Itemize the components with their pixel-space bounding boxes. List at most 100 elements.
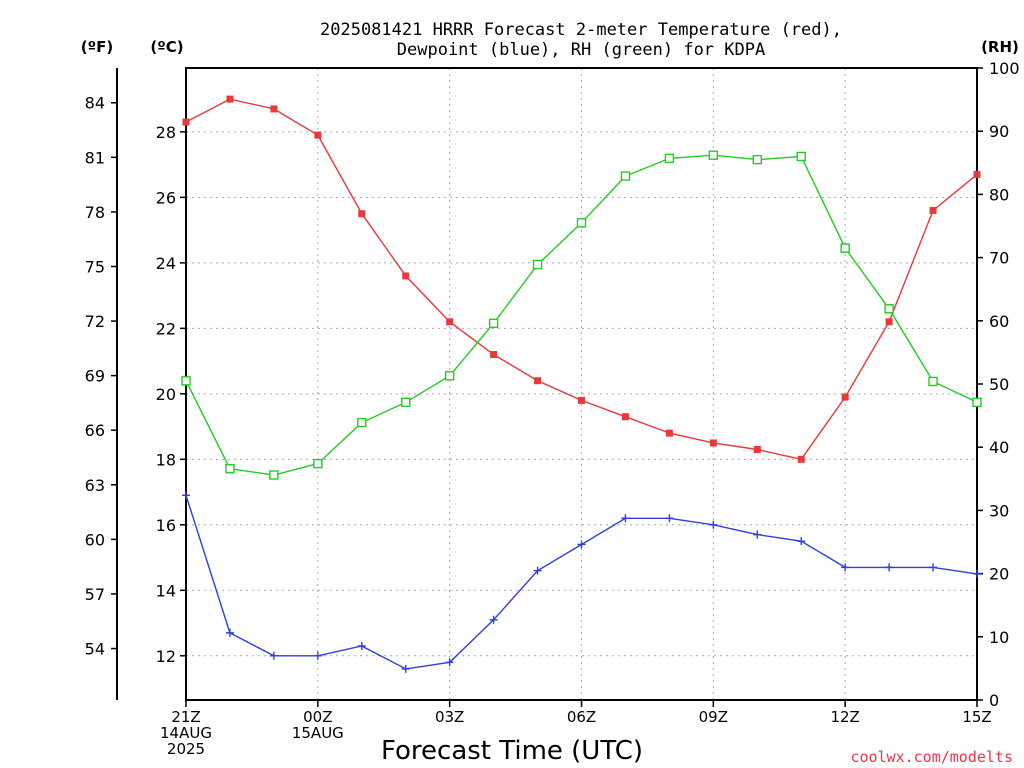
dewpoint-point bbox=[665, 514, 674, 523]
rh-point bbox=[181, 376, 191, 386]
temperature-point bbox=[446, 318, 454, 326]
rh-point bbox=[884, 304, 894, 314]
fahrenheit-tick-label: 72 bbox=[85, 312, 105, 331]
temperature-point bbox=[402, 272, 410, 280]
rh-tick-label: 70 bbox=[989, 249, 1009, 268]
dewpoint-point bbox=[489, 615, 498, 624]
chart-title-line-1: 2025081421 HRRR Forecast 2-meter Tempera… bbox=[320, 20, 842, 40]
temperature-point bbox=[534, 377, 542, 385]
x-tick-label: 14AUG bbox=[160, 724, 212, 742]
rh-tick-label: 40 bbox=[989, 438, 1009, 457]
rh-point bbox=[269, 470, 279, 480]
fahrenheit-tick-label: 60 bbox=[85, 530, 105, 549]
celsius-tick-label: 16 bbox=[156, 516, 176, 535]
dewpoint-point bbox=[401, 664, 410, 673]
fahrenheit-tick-label: 84 bbox=[85, 94, 105, 113]
rh-point bbox=[796, 151, 806, 162]
temperature-point bbox=[753, 445, 761, 453]
fahrenheit-tick-label: 57 bbox=[85, 585, 105, 604]
temperature-point bbox=[358, 210, 366, 218]
rh-point bbox=[708, 150, 719, 160]
rh-point bbox=[532, 259, 543, 270]
rh-tick-label: 10 bbox=[989, 628, 1009, 647]
chart-title-line-2: Dewpoint (blue), RH (green) for KDPA bbox=[397, 40, 765, 60]
temperature-point bbox=[490, 351, 498, 359]
rh-point bbox=[444, 371, 455, 381]
temperature-point bbox=[885, 318, 893, 326]
celsius-tick-label: 14 bbox=[156, 581, 176, 600]
fahrenheit-tick-label: 66 bbox=[85, 421, 105, 440]
rh-unit-label: (RH) bbox=[981, 38, 1019, 56]
dewpoint-point bbox=[885, 563, 894, 572]
rh-point bbox=[928, 376, 938, 387]
temperature-point bbox=[226, 95, 234, 103]
x-tick-label: 21Z bbox=[171, 708, 200, 726]
dewpoint-point bbox=[357, 641, 366, 650]
rh-point bbox=[357, 417, 367, 428]
rh-point bbox=[972, 397, 982, 408]
x-axis-label: Forecast Time (UTC) bbox=[381, 736, 643, 766]
plot-frame bbox=[185, 67, 978, 701]
dewpoint-point bbox=[973, 569, 981, 578]
rh-point bbox=[488, 318, 499, 329]
dewpoint-point bbox=[225, 628, 234, 637]
celsius-tick-label: 26 bbox=[156, 188, 176, 207]
fahrenheit-tick-label: 75 bbox=[85, 257, 105, 276]
dewpoint-point bbox=[313, 651, 322, 660]
fahrenheit-tick-label: 54 bbox=[85, 640, 105, 659]
rh-point bbox=[401, 397, 411, 408]
dewpoint-point bbox=[753, 530, 762, 539]
rh-tick-label: 30 bbox=[989, 501, 1009, 520]
rh-point bbox=[752, 154, 762, 165]
x-tick-label: 09Z bbox=[699, 708, 728, 726]
fahrenheit-tick-label: 78 bbox=[85, 203, 105, 222]
fahrenheit-unit-label: (ºF) bbox=[81, 38, 113, 56]
temperature-point bbox=[270, 105, 278, 113]
rh-point bbox=[225, 463, 235, 474]
celsius-tick-label: 20 bbox=[156, 385, 176, 404]
rh-tick-label: 0 bbox=[989, 691, 999, 710]
celsius-tick-label: 24 bbox=[156, 254, 176, 273]
dewpoint-point bbox=[445, 658, 454, 667]
rh-tick-label: 80 bbox=[989, 185, 1009, 204]
rh-point bbox=[840, 243, 850, 253]
temperature-point bbox=[621, 413, 629, 421]
x-tick-label: 00Z bbox=[303, 708, 332, 726]
dewpoint-point bbox=[709, 520, 718, 529]
axes-layer bbox=[116, 67, 978, 701]
celsius-tick-label: 12 bbox=[156, 647, 176, 666]
temperature-point bbox=[929, 206, 937, 214]
temperature-point bbox=[709, 439, 717, 447]
rh-tick-label: 100 bbox=[989, 59, 1020, 78]
fahrenheit-tick-label: 63 bbox=[85, 476, 105, 495]
dewpoint-point bbox=[841, 563, 850, 572]
dewpoint-point bbox=[533, 566, 542, 575]
grid-layer bbox=[186, 68, 977, 700]
dewpoint-point bbox=[269, 651, 278, 660]
x-tick-label: 03Z bbox=[435, 708, 464, 726]
x-tick-label: 2025 bbox=[167, 740, 205, 758]
dewpoint-point bbox=[577, 540, 586, 549]
x-tick-label: 12Z bbox=[830, 708, 859, 726]
x-tick-label: 15AUG bbox=[292, 724, 344, 742]
dewpoint-series-line bbox=[185, 495, 978, 670]
rh-point bbox=[620, 171, 631, 181]
temperature-point bbox=[841, 393, 849, 401]
rh-point bbox=[576, 218, 587, 228]
series-layer bbox=[181, 95, 982, 673]
celsius-unit-label: (ºC) bbox=[150, 38, 183, 56]
celsius-tick-label: 28 bbox=[156, 123, 176, 142]
celsius-tick-label: 22 bbox=[156, 319, 176, 338]
celsius-tick-label: 18 bbox=[156, 450, 176, 469]
rh-tick-label: 20 bbox=[989, 565, 1009, 584]
fahrenheit-tick-label: 81 bbox=[85, 148, 105, 167]
dewpoint-point bbox=[797, 537, 806, 546]
dewpoint-point bbox=[621, 514, 630, 523]
x-tick-label: 15Z bbox=[962, 708, 991, 726]
rh-tick-label: 60 bbox=[989, 312, 1009, 331]
temperature-point bbox=[665, 429, 673, 437]
temperature-point bbox=[973, 170, 981, 178]
rh-point bbox=[664, 153, 675, 164]
